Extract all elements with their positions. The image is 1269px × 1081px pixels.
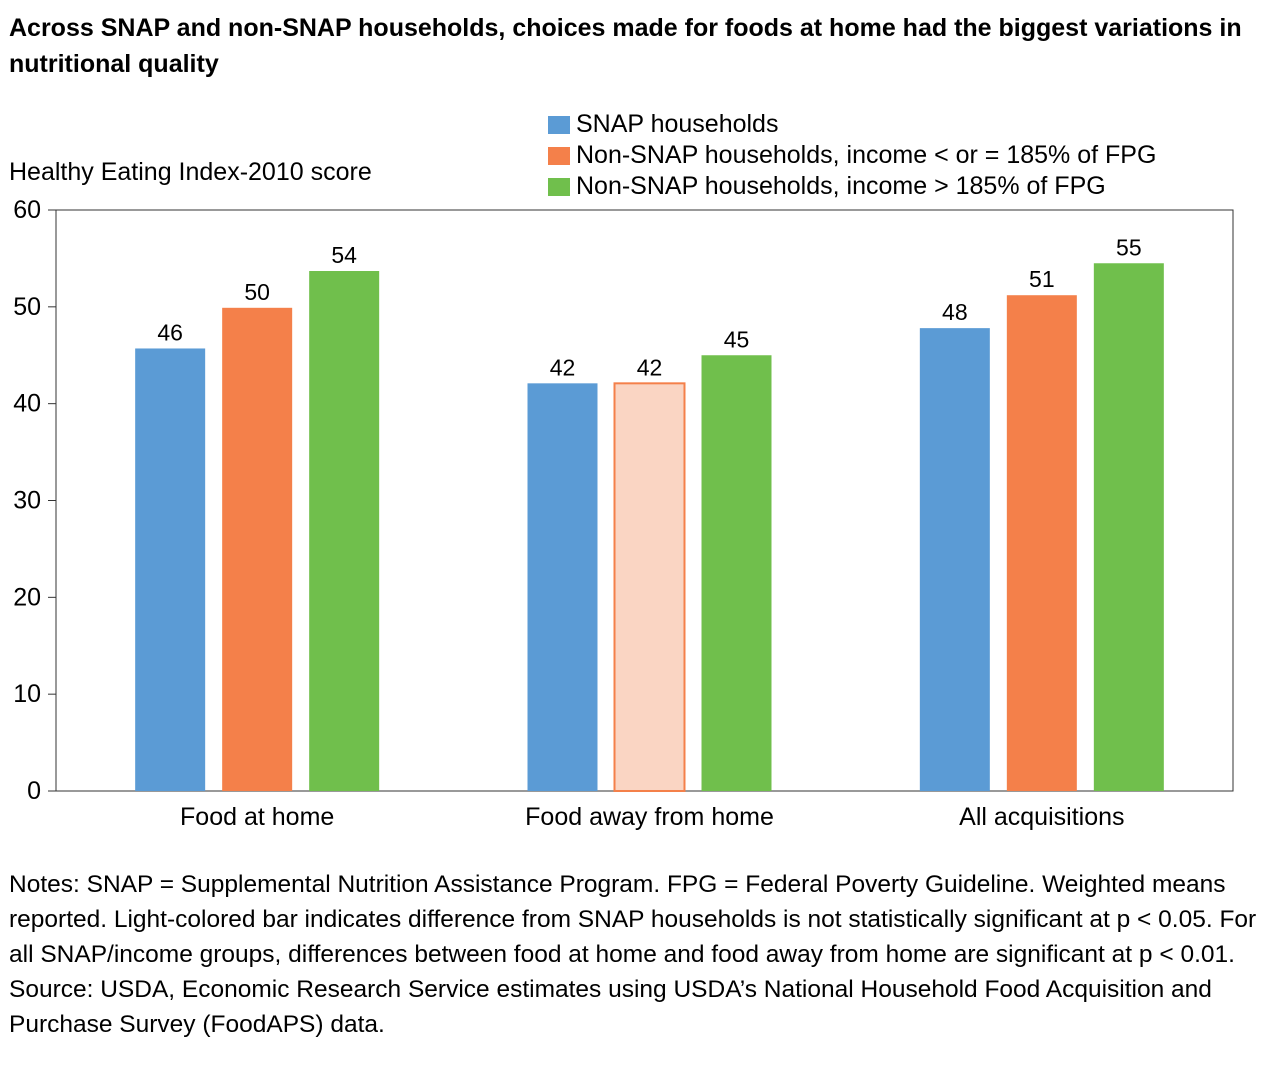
y-axis-label: Healthy Eating Index-2010 score (9, 158, 372, 186)
bar-value-label: 54 (331, 242, 357, 268)
legend-item-non-snap-high-income: Non-SNAP households, income > 185% of FP… (548, 171, 1156, 202)
notes-text: Notes: SNAP = Supplemental Nutrition Ass… (9, 871, 1257, 968)
legend-label-non-snap-high-income: Non-SNAP households, income > 185% of FP… (576, 172, 1106, 200)
x-category-label: Food away from home (525, 803, 774, 831)
chart-title: Across SNAP and non-SNAP households, cho… (9, 14, 1242, 78)
bar (1093, 263, 1164, 792)
bar (919, 328, 990, 791)
x-category-label: Food at home (180, 803, 334, 831)
legend-item-non-snap-low-income: Non-SNAP households, income < or = 185% … (548, 140, 1156, 171)
bar (613, 382, 686, 792)
notes-block: Notes: SNAP = Supplemental Nutrition Ass… (9, 867, 1259, 1042)
bar-value-label: 50 (244, 279, 270, 305)
legend-swatch-snap (548, 115, 570, 134)
bar (701, 355, 772, 791)
y-tick-label: 10 (13, 680, 41, 708)
legend-swatch-non-snap-high-income (548, 177, 570, 196)
legend-item-snap: SNAP households (548, 109, 1156, 140)
bar-value-label: 42 (550, 354, 576, 380)
legend: SNAP households Non-SNAP households, inc… (548, 109, 1156, 202)
y-tick-label: 60 (13, 196, 41, 224)
bar (527, 383, 598, 791)
x-category-label: All acquisitions (959, 803, 1124, 831)
bar (222, 307, 293, 791)
bar-value-label: 51 (1029, 266, 1055, 292)
source-text: Source: USDA, Economic Research Service … (9, 976, 1212, 1038)
bar (309, 271, 380, 791)
legend-label-snap: SNAP households (576, 110, 779, 138)
bar-value-label: 48 (942, 299, 968, 325)
bar-value-label: 55 (1116, 234, 1142, 260)
bar-chart: 0 10 20 30 40 50 60 46 50 54 Food at home 42 42 45 Foo… (13, 196, 1234, 831)
y-tick-label: 40 (13, 390, 41, 418)
y-tick-label: 0 (27, 777, 41, 805)
y-tick-label: 50 (13, 293, 41, 321)
legend-swatch-non-snap-low-income (548, 146, 570, 165)
legend-label-non-snap-low-income: Non-SNAP households, income < or = 185% … (576, 141, 1157, 169)
y-tick-label: 20 (13, 583, 41, 611)
bar-value-label: 46 (157, 319, 183, 345)
bar-value-label: 42 (637, 354, 663, 380)
bar-value-label: 45 (724, 326, 750, 352)
bar (1006, 295, 1077, 791)
bar (135, 348, 206, 791)
y-tick-label: 30 (13, 487, 41, 515)
